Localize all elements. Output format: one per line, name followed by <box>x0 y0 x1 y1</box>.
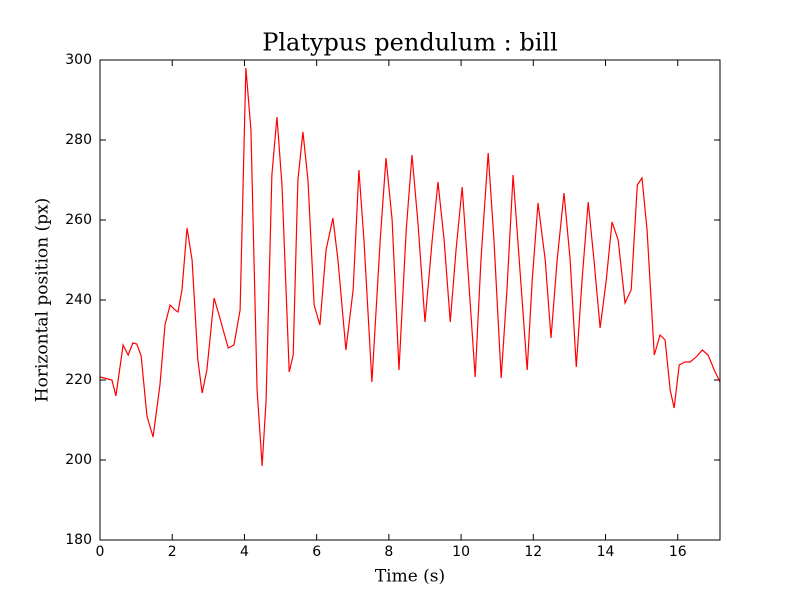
x-tick-label: 12 <box>524 544 542 560</box>
y-tick-label: 180 <box>65 532 92 548</box>
y-tick-label: 200 <box>65 452 92 468</box>
y-tick-label: 260 <box>65 212 92 228</box>
plot-frame <box>99 59 721 541</box>
x-tick-label: 14 <box>597 544 615 560</box>
y-axis-label: Horizontal position (px) <box>33 198 53 402</box>
x-axis-label: Time (s) <box>375 567 445 587</box>
y-tick-label: 280 <box>65 132 92 148</box>
x-tick-label: 16 <box>669 544 687 560</box>
x-tick-label: 8 <box>384 544 393 560</box>
x-tick-label: 10 <box>452 544 470 560</box>
y-tick-label: 300 <box>65 52 92 68</box>
x-tick-label: 0 <box>96 544 105 560</box>
y-tick-label: 220 <box>65 372 92 388</box>
x-tick-label: 2 <box>168 544 177 560</box>
data-line <box>99 67 721 467</box>
x-tick-label: 6 <box>312 544 321 560</box>
y-tick-label: 240 <box>65 292 92 308</box>
chart-title: Platypus pendulum : bill <box>262 29 558 57</box>
x-tick-label: 4 <box>240 544 249 560</box>
